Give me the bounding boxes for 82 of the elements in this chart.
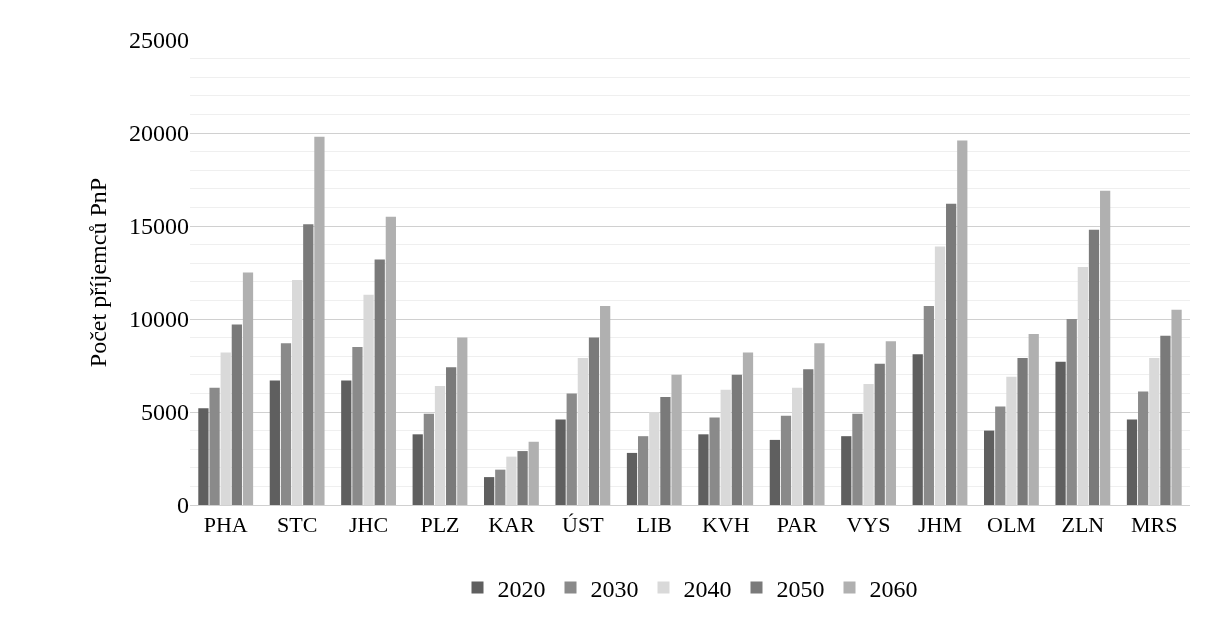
x-tick-label: MRS xyxy=(1131,512,1178,538)
bar xyxy=(484,477,495,505)
bar xyxy=(1066,319,1077,505)
bar xyxy=(600,305,611,505)
legend-label: 2030 xyxy=(590,575,639,602)
bar xyxy=(231,324,242,505)
bar xyxy=(1138,391,1149,505)
bar xyxy=(852,413,863,505)
bar xyxy=(1017,358,1028,505)
bar xyxy=(280,343,292,505)
bar xyxy=(1055,361,1066,505)
x-tick-label: PAR xyxy=(776,512,818,538)
bar xyxy=(242,272,254,505)
bar xyxy=(1028,333,1039,505)
x-tick-label: VYS xyxy=(846,512,891,538)
bar xyxy=(495,469,506,505)
bar xyxy=(446,367,457,505)
y-tick-label: 25000 xyxy=(129,27,189,54)
bar xyxy=(803,369,814,505)
bar xyxy=(874,363,885,505)
bar xyxy=(1171,309,1182,505)
x-tick-label: JHC xyxy=(349,512,389,538)
bar xyxy=(814,343,825,505)
bar xyxy=(912,354,923,505)
bar xyxy=(984,430,995,505)
bar xyxy=(588,337,600,505)
bar xyxy=(742,352,754,505)
bar xyxy=(946,203,957,505)
y-tick-label: 15000 xyxy=(129,213,189,240)
bar xyxy=(269,380,280,505)
bar xyxy=(698,434,709,505)
bar xyxy=(841,436,852,505)
x-tick-label: STC xyxy=(276,512,318,538)
y-tick-label: 5000 xyxy=(141,399,189,426)
bar xyxy=(423,413,434,505)
legend-label: 2040 xyxy=(683,575,732,602)
bar xyxy=(341,380,352,505)
y-tick-label: 10000 xyxy=(129,306,189,333)
x-tick-label: LIB xyxy=(636,512,673,538)
x-tick-label: ZLN xyxy=(1061,512,1105,538)
bar xyxy=(303,224,314,505)
bar xyxy=(352,346,363,505)
x-tick-label: KVH xyxy=(701,512,750,538)
bar xyxy=(995,406,1006,505)
bar xyxy=(1160,335,1171,505)
bar xyxy=(1088,229,1100,505)
bar xyxy=(1126,419,1138,505)
bar xyxy=(660,397,671,505)
bar xyxy=(566,393,577,505)
bar xyxy=(198,408,209,505)
y-tick-label: 20000 xyxy=(129,120,189,147)
x-tick-label: ÚST xyxy=(562,512,605,538)
legend-label: 2050 xyxy=(776,575,825,602)
bar xyxy=(780,415,792,505)
bar xyxy=(885,341,896,505)
x-tick-label: PLZ xyxy=(420,512,460,538)
bar xyxy=(517,451,528,505)
legend-label: 2020 xyxy=(497,575,546,602)
bar xyxy=(528,441,539,505)
bar xyxy=(1100,190,1111,505)
y-axis-title: Počet příjemců PnP xyxy=(85,177,112,368)
bar xyxy=(923,305,934,505)
x-tick-label: OLM xyxy=(986,512,1036,538)
bar xyxy=(412,434,423,505)
bar xyxy=(209,387,220,505)
bar xyxy=(457,337,468,505)
x-tick-label: PHA xyxy=(203,512,248,538)
legend-label: 2060 xyxy=(869,575,918,602)
bar xyxy=(385,216,396,505)
bar xyxy=(555,419,566,505)
bar xyxy=(638,436,649,505)
bar xyxy=(671,374,682,505)
bar xyxy=(769,439,780,505)
bar xyxy=(626,452,638,505)
bar xyxy=(709,417,720,505)
y-tick-label: 0 xyxy=(177,492,189,519)
x-tick-label: KAR xyxy=(488,512,535,538)
bar xyxy=(314,136,325,505)
x-tick-label: JHM xyxy=(917,512,963,538)
bar xyxy=(957,140,968,505)
bar xyxy=(731,374,742,505)
bar xyxy=(374,259,385,505)
